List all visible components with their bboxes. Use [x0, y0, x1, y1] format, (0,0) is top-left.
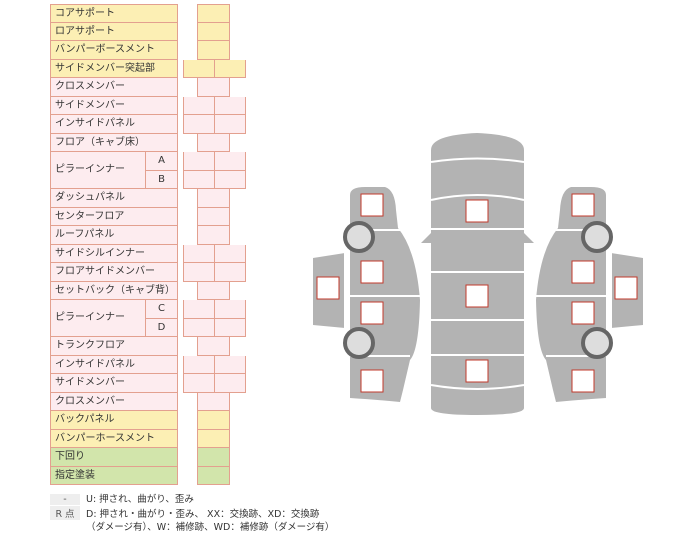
- row-label: フロアサイドメンバー: [50, 263, 178, 282]
- damage-cell[interactable]: [214, 96, 246, 115]
- row-label: バンパーボースメント: [50, 41, 178, 60]
- damage-marker-box[interactable]: [360, 369, 384, 393]
- damage-cell[interactable]: [214, 152, 246, 171]
- damage-cell[interactable]: [197, 448, 230, 467]
- damage-marker-box[interactable]: [571, 193, 595, 217]
- row-label: サイドメンバー突起部: [50, 59, 178, 78]
- row-label: クロスメンバー: [50, 78, 178, 97]
- row-label: サイドシルインナー: [50, 244, 178, 263]
- damage-marker-box[interactable]: [360, 260, 384, 284]
- damage-cell[interactable]: [197, 133, 230, 152]
- damage-cell[interactable]: [197, 337, 230, 356]
- row-label: ルーフパネル: [50, 226, 178, 245]
- damage-cell[interactable]: [214, 263, 246, 282]
- damage-marker-box[interactable]: [465, 359, 489, 383]
- damage-marker-box[interactable]: [465, 284, 489, 308]
- row-label: バックパネル: [50, 411, 178, 430]
- damage-cell[interactable]: [197, 281, 230, 300]
- row-label: サイドメンバー: [50, 374, 178, 393]
- row-label: コアサポート: [50, 4, 178, 23]
- damage-cell[interactable]: [197, 4, 230, 23]
- legend-text: D: 押され・曲がり・歪み、 XX：交換跡、XD：交換跡: [86, 509, 320, 520]
- legend-line-1: - U: 押され、曲がり、歪み: [50, 491, 194, 505]
- legend-line-2: R 点 D: 押され・曲がり・歪み、 XX：交換跡、XD：交換跡: [50, 506, 319, 520]
- row-label: 下回り: [50, 448, 178, 467]
- damage-cell[interactable]: [214, 244, 246, 263]
- row-label: ダッシュパネル: [50, 189, 178, 208]
- damage-cell[interactable]: [214, 170, 246, 189]
- row-label: クロスメンバー: [50, 392, 178, 411]
- row-label: フロア（キャブ床）: [50, 133, 178, 152]
- legend-key: R 点: [50, 506, 80, 520]
- row-sublabel: D: [145, 318, 178, 337]
- legend-key: -: [50, 494, 80, 505]
- row-label: インサイドパネル: [50, 355, 178, 374]
- damage-cell[interactable]: [214, 300, 246, 319]
- damage-cell[interactable]: [197, 78, 230, 97]
- damage-cell[interactable]: [214, 59, 246, 78]
- wheel-icon: [581, 327, 613, 359]
- damage-cell[interactable]: [197, 429, 230, 448]
- damage-cell[interactable]: [214, 318, 246, 337]
- damage-marker-box[interactable]: [614, 276, 638, 300]
- wheels: [343, 221, 613, 359]
- wheel-icon: [343, 221, 375, 253]
- row-label: インサイドパネル: [50, 115, 178, 134]
- row-label: バンパーホースメント: [50, 429, 178, 448]
- car-top-body: [431, 133, 524, 415]
- damage-cell[interactable]: [197, 466, 230, 485]
- damage-cell[interactable]: [214, 374, 246, 393]
- damage-cell[interactable]: [214, 115, 246, 134]
- row-label: トランクフロア: [50, 337, 178, 356]
- damage-marker-box[interactable]: [316, 276, 340, 300]
- damage-cell[interactable]: [197, 226, 230, 245]
- row-label: センターフロア: [50, 207, 178, 226]
- damage-cell[interactable]: [197, 207, 230, 226]
- damage-cell[interactable]: [197, 41, 230, 60]
- legend-text: U: 押され、曲がり、歪み: [86, 494, 194, 505]
- damage-marker-box[interactable]: [360, 301, 384, 325]
- row-sublabel: A: [145, 152, 178, 171]
- row-label: 指定塗装: [50, 466, 178, 485]
- damage-cell[interactable]: [197, 189, 230, 208]
- legend-line-3: （ダメージ有）、W：補修跡、WD：補修跡（ダメージ有）: [86, 522, 335, 533]
- row-label: セットバック（キャブ背）: [50, 281, 178, 300]
- car-right-side: [536, 187, 606, 402]
- row-label: ロアサポート: [50, 22, 178, 41]
- damage-cell[interactable]: [197, 392, 230, 411]
- row-label: サイドメンバー: [50, 96, 178, 115]
- row-sublabel: C: [145, 300, 178, 319]
- wheel-icon: [343, 327, 375, 359]
- wheel-icon: [581, 221, 613, 253]
- damage-marker-box[interactable]: [465, 199, 489, 223]
- damage-marker-box[interactable]: [571, 369, 595, 393]
- damage-cell[interactable]: [197, 22, 230, 41]
- damage-marker-box[interactable]: [571, 260, 595, 284]
- damage-cell[interactable]: [214, 355, 246, 374]
- damage-marker-box[interactable]: [571, 301, 595, 325]
- row-sublabel: B: [145, 170, 178, 189]
- damage-marker-box[interactable]: [360, 193, 384, 217]
- damage-cell[interactable]: [197, 411, 230, 430]
